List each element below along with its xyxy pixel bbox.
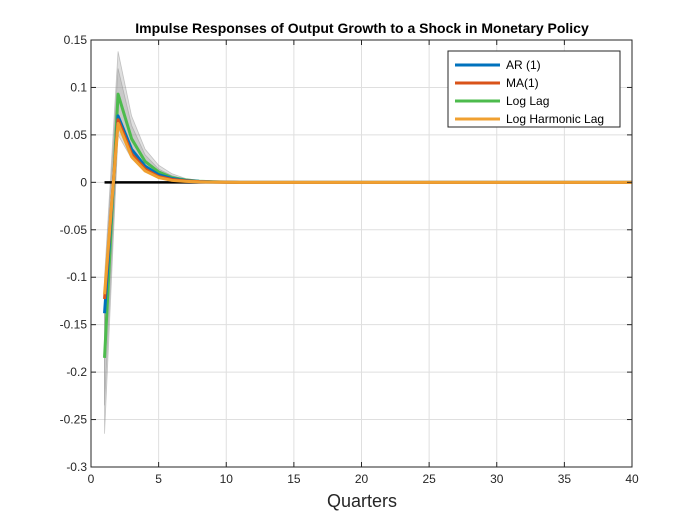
y-tick-label: 0.05 [64, 128, 88, 142]
y-tick-label: -0.05 [60, 223, 88, 237]
x-tick-label: 35 [558, 472, 572, 486]
x-tick-label: 15 [287, 472, 301, 486]
y-tick-label: -0.2 [66, 365, 87, 379]
legend-label: AR (1) [506, 58, 541, 72]
x-tick-labels: 0 5 10 15 20 25 30 35 40 [88, 472, 639, 486]
x-tick-label: 0 [88, 472, 95, 486]
y-tick-labels: 0.15 0.1 0.05 0 -0.05 -0.1 -0.15 -0.2 -0.25 -0.3 [60, 33, 88, 474]
y-tick-label: -0.25 [60, 413, 88, 427]
legend: AR (1) MA(1) Log Lag Log Harmonic Lag [447, 50, 621, 128]
x-tick-label: 10 [220, 472, 234, 486]
series-lines [103, 92, 632, 358]
ticks [90, 39, 633, 468]
y-tick-label: -0.1 [66, 270, 87, 284]
y-tick-label: -0.3 [66, 460, 87, 474]
legend-label: MA(1) [506, 76, 539, 90]
x-axis-label: Quarters [327, 491, 397, 511]
x-tick-label: 40 [625, 472, 639, 486]
y-tick-label: -0.15 [60, 318, 88, 332]
chart-title: Impulse Responses of Output Growth to a … [135, 20, 589, 36]
y-tick-label: 0.1 [70, 80, 87, 94]
x-tick-label: 20 [355, 472, 369, 486]
y-tick-label: 0 [80, 175, 87, 189]
legend-label: Log Harmonic Lag [506, 112, 604, 126]
series-line [103, 122, 632, 295]
x-tick-label: 30 [490, 472, 504, 486]
x-tick-label: 5 [155, 472, 162, 486]
legend-label: Log Lag [506, 94, 549, 108]
y-tick-label: 0.15 [64, 33, 88, 47]
x-tick-label: 25 [422, 472, 436, 486]
